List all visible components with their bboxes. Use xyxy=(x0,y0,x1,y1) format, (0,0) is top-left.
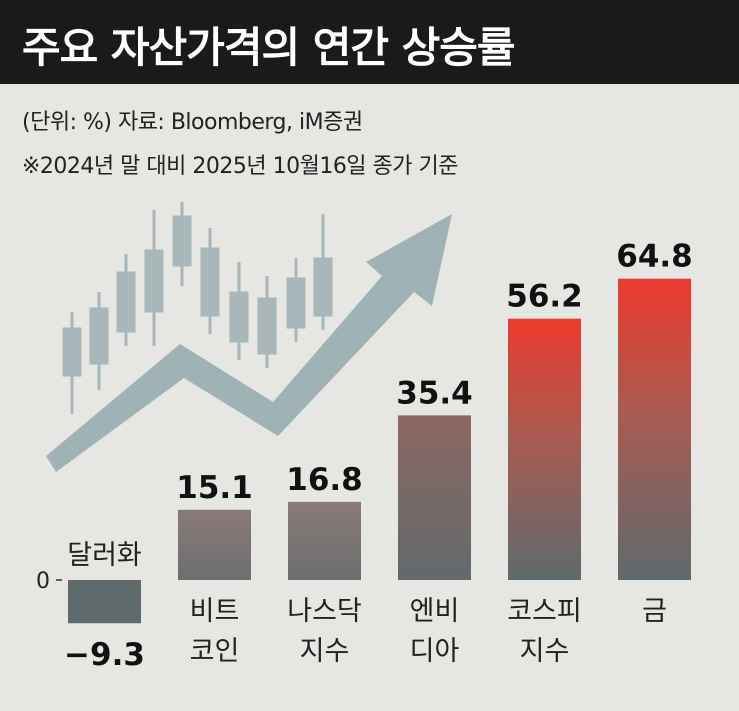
title-bar: 주요 자산가격의 연간 상승률 xyxy=(0,0,739,84)
bar xyxy=(288,501,361,580)
decorative-trend-arrow-icon xyxy=(46,214,452,472)
category-label: 엔비 xyxy=(410,596,460,627)
bar xyxy=(68,580,141,624)
category-label: 달러화 xyxy=(67,540,142,571)
unit-source-line: (단위: %) 자료: Bloomberg, iM증권 xyxy=(22,110,363,135)
category-label: 코스피 xyxy=(507,596,582,627)
chart-title: 주요 자산가격의 연간 상승률 xyxy=(22,23,516,72)
bar xyxy=(508,318,581,580)
value-label: 64.8 xyxy=(616,239,693,275)
value-label: 16.8 xyxy=(286,462,363,498)
category-label: 디아 xyxy=(410,636,460,667)
value-label: 35.4 xyxy=(396,375,473,411)
category-label: 코인 xyxy=(190,636,240,667)
bar xyxy=(398,415,471,580)
basis-note: ※2024년 말 대비 2025년 10월16일 종가 기준 xyxy=(22,154,459,179)
category-label: 지수 xyxy=(520,636,570,667)
category-label: 비트 xyxy=(190,596,240,627)
value-label: −9.3 xyxy=(64,637,145,673)
category-label: 나스닥 xyxy=(287,596,362,627)
bar xyxy=(178,509,251,580)
value-label: 56.2 xyxy=(506,279,583,315)
category-label: 금 xyxy=(642,596,667,627)
y-tick-label: 0 xyxy=(36,569,50,594)
bar xyxy=(618,278,691,580)
decorative-candlestick-icon xyxy=(62,202,333,414)
value-label: 15.1 xyxy=(176,470,253,506)
category-label: 지수 xyxy=(300,636,350,667)
